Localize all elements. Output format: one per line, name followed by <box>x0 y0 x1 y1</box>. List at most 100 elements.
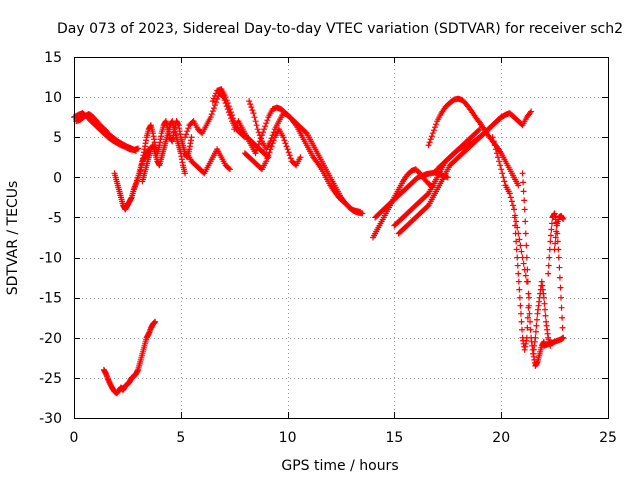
data-point <box>520 260 527 267</box>
data-point <box>280 134 287 141</box>
x-tick-label: 10 <box>279 430 297 446</box>
data-point <box>517 242 524 249</box>
data-point <box>357 208 364 215</box>
data-point <box>261 126 268 133</box>
x-tick-label: 0 <box>70 430 79 446</box>
data-point <box>182 170 189 177</box>
data-point <box>230 115 237 122</box>
data-point <box>517 302 524 309</box>
data-point <box>551 246 558 253</box>
data-point <box>227 109 234 116</box>
data-point <box>132 147 139 154</box>
series-arc-h <box>184 146 233 177</box>
data-point <box>252 150 259 157</box>
data-point <box>522 230 529 237</box>
data-point <box>263 158 270 165</box>
data-point <box>514 262 521 269</box>
y-axis-label: SDTVAR / TECUs <box>5 181 21 296</box>
data-point <box>555 254 562 261</box>
data-point <box>507 194 514 201</box>
data-point <box>283 143 290 150</box>
series-arc-u <box>519 170 547 369</box>
data-point <box>255 141 262 148</box>
data-point <box>558 294 565 301</box>
data-point <box>519 170 526 177</box>
y-tick-label: -30 <box>39 411 62 427</box>
y-tick-label: -5 <box>48 210 62 226</box>
data-point <box>253 147 260 154</box>
series-arc-w <box>540 334 567 349</box>
data-point <box>521 197 528 204</box>
data-point <box>182 134 189 141</box>
data-point <box>509 202 516 209</box>
data-point <box>497 162 504 169</box>
data-point <box>522 218 529 225</box>
data-point <box>247 101 254 108</box>
data-point <box>494 154 501 161</box>
data-point <box>185 125 192 132</box>
data-point <box>528 108 535 115</box>
y-tick-label: 0 <box>53 170 62 186</box>
data-point <box>492 146 499 153</box>
data-point <box>426 139 433 146</box>
data-point <box>513 218 520 225</box>
data-point <box>286 152 293 159</box>
data-point <box>527 318 534 325</box>
data-point <box>525 290 532 297</box>
data-point <box>540 294 547 301</box>
data-point <box>557 284 564 291</box>
data-point <box>226 166 233 173</box>
data-point <box>430 127 437 134</box>
data-point <box>287 155 294 162</box>
data-point <box>475 127 482 134</box>
data-point <box>257 135 264 142</box>
data-point <box>516 286 523 293</box>
data-point <box>491 142 498 149</box>
data-point <box>506 190 513 197</box>
data-point <box>496 158 503 165</box>
plot-frame <box>74 57 609 419</box>
data-point <box>249 107 256 114</box>
data-point <box>265 152 272 159</box>
data-point <box>225 103 232 110</box>
data-point <box>517 310 524 317</box>
data-point <box>527 326 534 333</box>
data-point <box>541 306 548 313</box>
series-arc-b <box>73 110 139 154</box>
data-point <box>500 174 507 181</box>
data-point <box>209 98 216 105</box>
data-point <box>545 262 552 269</box>
data-point <box>302 129 309 136</box>
data-point <box>548 220 555 227</box>
data-point <box>541 300 548 307</box>
data-point <box>511 214 518 221</box>
y-tick-label: -20 <box>39 331 62 347</box>
data-point <box>520 179 527 186</box>
data-point <box>269 140 276 147</box>
series-arc-t <box>511 206 532 353</box>
data-point <box>545 270 552 277</box>
data-point <box>225 165 232 172</box>
x-tick-label: 25 <box>599 430 617 446</box>
data-point <box>533 316 540 323</box>
data-point <box>532 328 539 335</box>
y-tick-label: 5 <box>53 130 62 146</box>
data-point <box>514 254 521 261</box>
data-point <box>282 140 289 147</box>
data-point <box>184 128 191 135</box>
data-point <box>525 302 532 309</box>
x-tick-label: 15 <box>385 430 403 446</box>
y-tick-label: -15 <box>39 291 62 307</box>
data-point <box>501 178 508 185</box>
data-point <box>431 124 438 131</box>
data-point <box>556 264 563 271</box>
data-point <box>559 314 566 321</box>
data-point <box>553 228 560 235</box>
data-point <box>524 278 531 285</box>
data-point <box>424 191 431 198</box>
data-point <box>428 133 435 140</box>
data-point <box>281 137 288 144</box>
data-point <box>213 99 220 106</box>
series-arc-r <box>434 108 535 173</box>
